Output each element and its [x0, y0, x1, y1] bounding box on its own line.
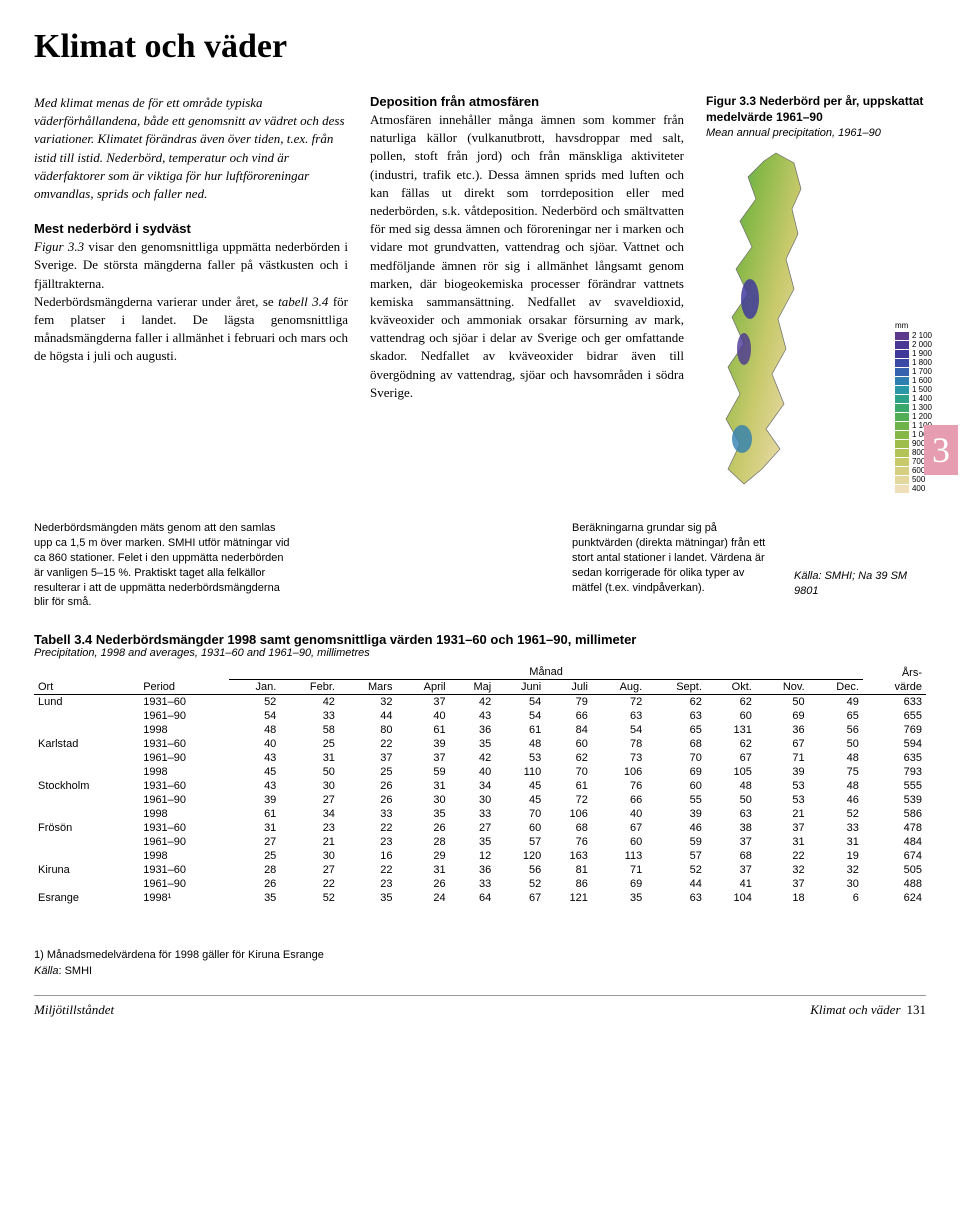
month-header: Aug.: [592, 680, 646, 695]
legend-unit: mm: [895, 322, 908, 330]
table-row: 1998455025594011070106691053975793: [34, 765, 926, 779]
table-row: 1961–90392726303045726655505346539: [34, 793, 926, 807]
table-row: 19986134333533701064039632152586: [34, 807, 926, 821]
month-header: Febr.: [280, 680, 339, 695]
year-header: Års-: [863, 665, 926, 680]
month-header: April: [396, 680, 449, 695]
legend-row: 1 700: [895, 367, 932, 376]
legend-row: 400: [895, 484, 932, 493]
map-wrap: mm 2 1002 0001 9001 8001 7001 6001 5001 …: [706, 149, 926, 493]
month-header: Dec.: [809, 680, 863, 695]
legend-row: 1 800: [895, 358, 932, 367]
table-row: 19984858806136618454651313656769: [34, 723, 926, 737]
col-ort: Ort: [34, 680, 139, 695]
table-row: Lund1931–60524232374254797262625049633: [34, 695, 926, 710]
month-header: Nov.: [756, 680, 809, 695]
column2-subhead: Deposition från atmosfären: [370, 94, 684, 109]
column-map: Figur 3.3 Nederbörd per år, uppskattat m…: [706, 94, 926, 493]
legend-row: 500: [895, 475, 932, 484]
chapter-badge: 3: [924, 425, 958, 475]
table-row: Esrange1998¹3552352464671213563104186624: [34, 891, 926, 905]
column1-subhead: Mest nederbörd i sydväst: [34, 221, 348, 236]
month-header: Maj: [450, 680, 496, 695]
table-row: 1961–90262223263352866944413730488: [34, 877, 926, 891]
table-source: Källa: SMHI: [34, 965, 926, 977]
table-row: 1961–90272123283557766059373131484: [34, 835, 926, 849]
months-header: Månad: [229, 665, 863, 680]
column1-body: Figur 3.3 visar den genomsnittliga uppmä…: [34, 238, 348, 365]
month-header: Okt.: [706, 680, 756, 695]
notes-row: Nederbördsmängden mäts genom att den sam…: [34, 521, 926, 610]
page-title: Klimat och väder: [34, 28, 926, 66]
note-source: Källa: SMHI; Na 39 SM 9801: [794, 521, 926, 610]
sweden-map: [706, 149, 856, 489]
legend-row: 1 500: [895, 385, 932, 394]
figure-caption: Figur 3.3 Nederbörd per år, uppskattat m…: [706, 94, 926, 125]
table-footnote: 1) Månadsmedelvärdena för 1998 gäller fö…: [34, 949, 926, 961]
table-block: Tabell 3.4 Nederbördsmängder 1998 samt g…: [34, 632, 926, 977]
note-measurement: Nederbördsmängden mäts genom att den sam…: [34, 521, 292, 610]
table-title: Tabell 3.4 Nederbördsmängder 1998 samt g…: [34, 632, 926, 647]
month-header: Mars: [339, 680, 397, 695]
text-columns: Med klimat menas de för ett område typis…: [34, 94, 926, 493]
month-header: Juli: [545, 680, 592, 695]
table-row: Frösön1931–60312322262760686746383733478: [34, 821, 926, 835]
col-period: Period: [139, 680, 229, 695]
precipitation-table: Månad Års- Ort Period Jan.Febr.MarsApril…: [34, 665, 926, 945]
table-row: Stockholm1931–60433026313445617660485348…: [34, 779, 926, 793]
legend-row: 2 100: [895, 331, 932, 340]
table-subtitle: Precipitation, 1998 and averages, 1931–6…: [34, 647, 926, 659]
legend-row: 1 300: [895, 403, 932, 412]
page-footer: Miljötillståndet Klimat och väder 131: [34, 995, 926, 1018]
column2-body: Atmosfären innehåller många ämnen som ko…: [370, 111, 684, 402]
legend-row: 1 600: [895, 376, 932, 385]
footer-right: Klimat och väder: [810, 1002, 900, 1017]
year-value-header: värde: [863, 680, 926, 695]
month-header: Sept.: [646, 680, 706, 695]
footer-left: Miljötillståndet: [34, 1002, 114, 1018]
legend-row: 1 200: [895, 412, 932, 421]
legend-row: 1 400: [895, 394, 932, 403]
legend-row: 2 000: [895, 340, 932, 349]
figure-caption-en: Mean annual precipitation, 1961–90: [706, 127, 926, 139]
column-2: Deposition från atmosfären Atmosfären in…: [370, 94, 684, 493]
table-row: Karlstad1931–604025223935486078686267505…: [34, 737, 926, 751]
table-row: 1961–90543344404354666363606965655: [34, 709, 926, 723]
table-row: 1998253016291212016311357682219674: [34, 849, 926, 863]
month-header: Juni: [495, 680, 545, 695]
legend-row: 1 900: [895, 349, 932, 358]
note-corrections: Beräkningarna grundar sig på punktvärden…: [572, 521, 772, 610]
table-row: 1961–90433137374253627370677148635: [34, 751, 926, 765]
column-1: Med klimat menas de för ett område typis…: [34, 94, 348, 493]
intro-paragraph: Med klimat menas de för ett område typis…: [34, 94, 348, 203]
table-row: Kiruna1931–60282722313656817152373232505: [34, 863, 926, 877]
month-header: Jan.: [229, 680, 280, 695]
page-number: 131: [907, 1002, 927, 1017]
